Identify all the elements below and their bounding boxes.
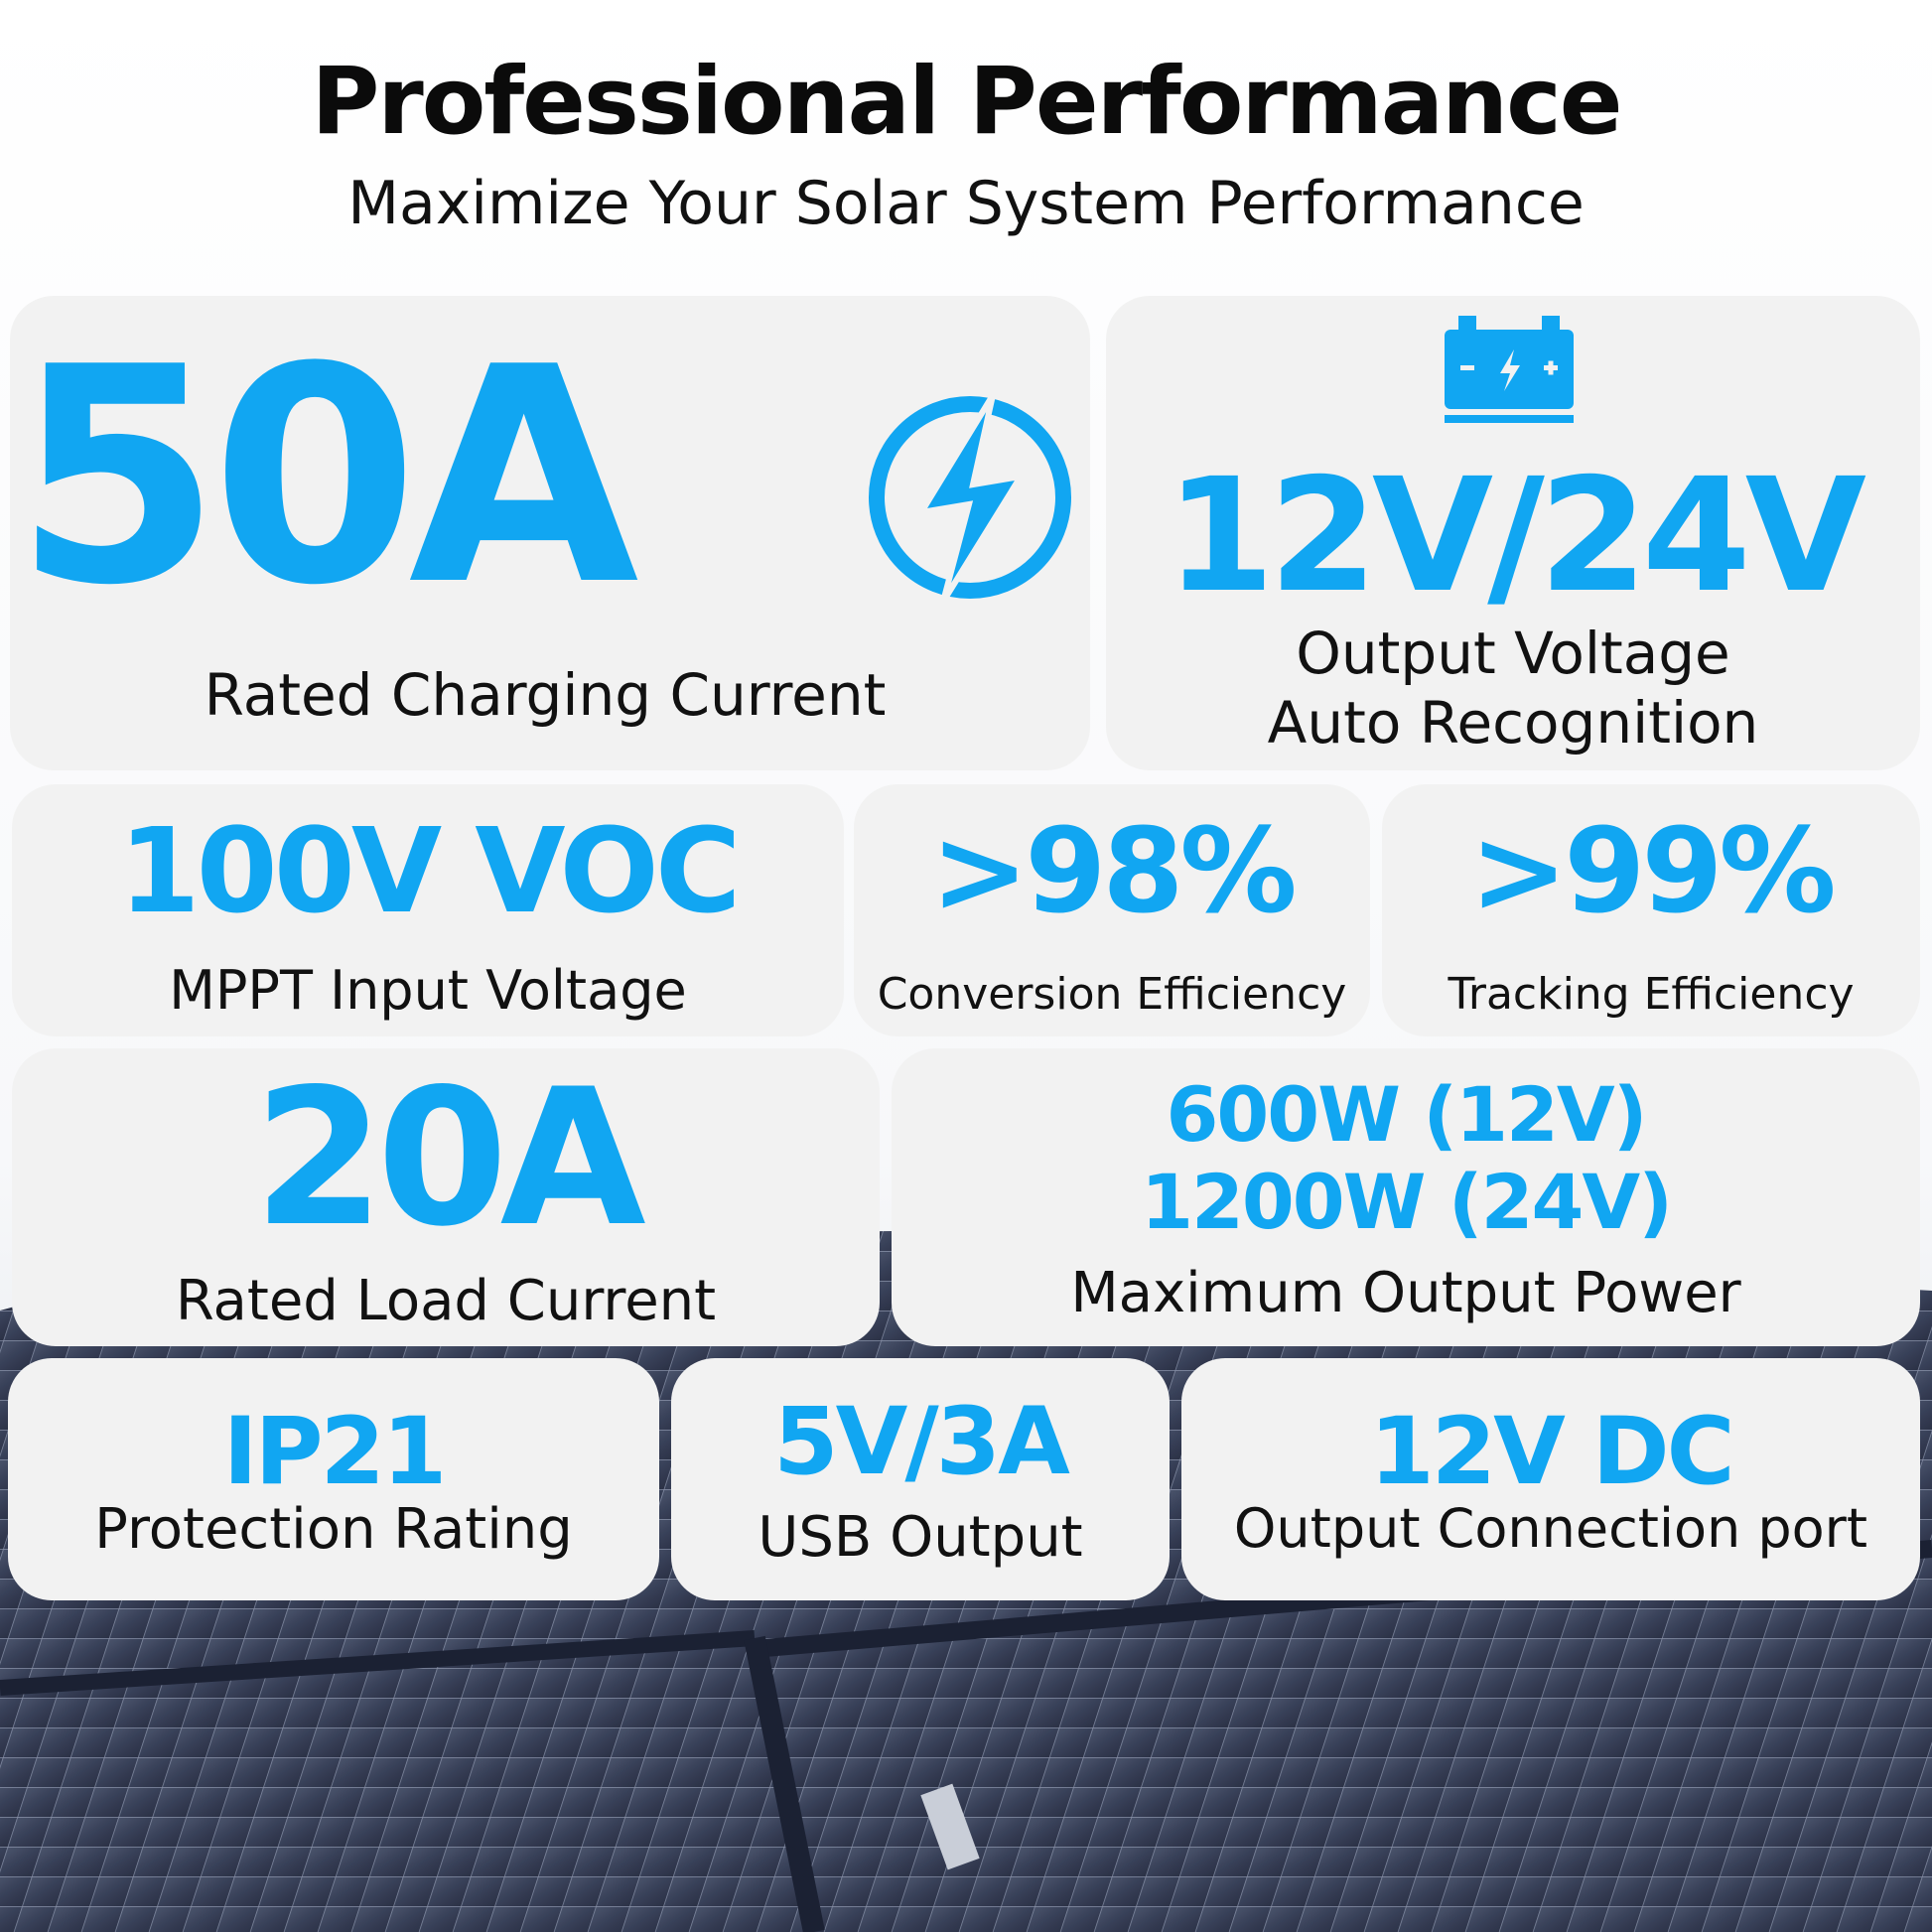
conversion-efficiency-card: >98% Conversion Efficiency <box>854 784 1370 1036</box>
protection-rating-label: Protection Rating <box>94 1497 573 1562</box>
lightning-bolt-circle-icon <box>869 393 1071 602</box>
charging-current-value: 50A <box>14 304 639 650</box>
output-voltage-label-line2: Auto Recognition <box>1267 689 1759 757</box>
usb-output-label: USB Output <box>758 1505 1083 1570</box>
output-power-label: Maximum Output Power <box>1070 1261 1741 1325</box>
tracking-efficiency-card: >99% Tracking Efficiency <box>1382 784 1920 1036</box>
input-voltage-label: MPPT Input Voltage <box>169 959 687 1022</box>
load-current-label: Rated Load Current <box>175 1269 717 1333</box>
charging-current-card: 50A Rated Charging Current <box>10 296 1090 770</box>
load-current-value: 20A <box>253 1048 645 1268</box>
usb-output-card: 5V/3A USB Output <box>671 1358 1170 1600</box>
page-subtitle: Maximize Your Solar System Performance <box>347 169 1585 238</box>
dc-output-port-value: 12V DC <box>1369 1398 1734 1506</box>
output-voltage-value: 12V/24V <box>1165 445 1866 627</box>
input-voltage-card: 100V VOC MPPT Input Voltage <box>12 784 844 1036</box>
output-power-value-line1: 600W (12V) <box>1166 1070 1648 1159</box>
usb-output-value: 5V/3A <box>773 1388 1070 1496</box>
tracking-efficiency-value: >99% <box>1469 802 1836 939</box>
charging-current-label: Rated Charging Current <box>204 661 887 729</box>
conversion-efficiency-value: >98% <box>930 802 1297 939</box>
load-current-card: 20A Rated Load Current <box>12 1048 880 1346</box>
dc-output-port-label: Output Connection port <box>1233 1497 1868 1560</box>
output-voltage-card: 12V/24V Output Voltage Auto Recognition <box>1106 296 1920 770</box>
input-voltage-value: 100V VOC <box>118 802 742 939</box>
battery-icon <box>1445 316 1574 423</box>
output-power-value-line2: 1200W (24V) <box>1141 1158 1673 1246</box>
page-title: Professional Performance <box>311 48 1622 156</box>
conversion-efficiency-label: Conversion Efficiency <box>877 969 1347 1020</box>
protection-rating-value: IP21 <box>222 1398 448 1506</box>
dc-output-port-card: 12V DC Output Connection port <box>1181 1358 1920 1600</box>
output-voltage-label-line1: Output Voltage <box>1296 620 1730 687</box>
output-power-card: 600W (12V) 1200W (24V) Maximum Output Po… <box>892 1048 1920 1346</box>
tracking-efficiency-label: Tracking Efficiency <box>1448 969 1855 1020</box>
protection-rating-card: IP21 Protection Rating <box>8 1358 659 1600</box>
